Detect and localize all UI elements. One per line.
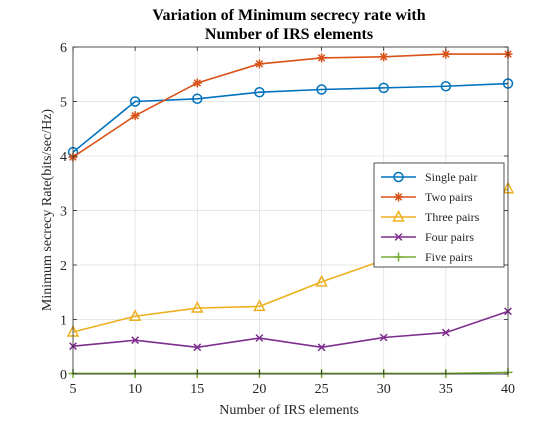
data-point-three-pairs xyxy=(128,309,142,321)
y-tick-label: 5 xyxy=(60,96,67,111)
data-point-four-pairs xyxy=(379,333,388,342)
data-point-four-pairs xyxy=(317,343,326,352)
legend-label-single-pair: Single pair xyxy=(425,170,477,184)
y-tick-label: 0 xyxy=(60,368,67,383)
data-point-four-pairs xyxy=(255,334,264,342)
data-point-two-pairs xyxy=(192,78,202,88)
chart-title-line-1: Variation of Minimum secrecy rate with xyxy=(152,7,425,24)
data-point-four-pairs xyxy=(441,328,450,337)
data-point-four-pairs xyxy=(193,343,202,352)
data-point-two-pairs xyxy=(254,59,264,69)
legend: Single pair Two pairs Three pairs Four pair… xyxy=(373,162,505,268)
data-point-two-pairs xyxy=(130,111,140,121)
data-point-three-pairs xyxy=(191,300,204,313)
x-tick-label: 10 xyxy=(128,382,142,397)
legend-label-three-pairs: Three pairs xyxy=(425,210,480,224)
legend-label-five-pairs: Five pairs xyxy=(425,250,473,264)
legend-entry-single-pair: Single pair xyxy=(381,170,477,184)
series-four-pairs xyxy=(69,307,512,352)
legend-marker-four-pairs xyxy=(394,233,403,241)
y-tick-label: 3 xyxy=(60,205,67,220)
legend-entry-three-pairs: Three pairs xyxy=(381,209,480,224)
x-tick-label: 5 xyxy=(70,382,77,397)
data-point-single-pair xyxy=(192,93,203,105)
data-point-single-pair xyxy=(129,96,141,107)
series-line-two-pairs xyxy=(72,53,508,158)
data-point-single-pair xyxy=(254,86,265,98)
series-lines xyxy=(66,49,515,378)
legend-label-two-pairs: Two pairs xyxy=(425,190,473,204)
legend-label-four-pairs: Four pairs xyxy=(425,230,474,244)
data-point-two-pairs xyxy=(441,49,451,59)
data-point-single-pair xyxy=(440,80,452,92)
y-axis-label: Minimum secrecy Rate(bits/sec/Hz) xyxy=(40,109,55,311)
y-tick-label: 6 xyxy=(60,41,67,56)
y-tick-label: 2 xyxy=(60,259,67,274)
data-point-single-pair xyxy=(316,84,327,95)
data-point-three-pairs xyxy=(253,299,266,312)
y-tick-label: 4 xyxy=(60,150,67,165)
legend-entry-four-pairs: Four pairs xyxy=(381,230,474,244)
x-tick-label: 40 xyxy=(501,382,515,397)
series-line-four-pairs xyxy=(72,310,509,349)
data-point-two-pairs xyxy=(379,52,389,62)
legend-entry-five-pairs: Five pairs xyxy=(381,250,473,264)
x-tick-label: 15 xyxy=(190,382,204,397)
legend-entry-two-pairs: Two pairs xyxy=(381,190,473,204)
legend-marker-single-pair xyxy=(393,171,404,183)
legend-marker-three-pairs xyxy=(392,209,405,222)
legend-marker-five-pairs xyxy=(394,252,403,262)
y-tick-label: 1 xyxy=(60,314,67,329)
legend-marker-two-pairs xyxy=(394,192,403,202)
series-line-single-pair xyxy=(72,82,509,153)
data-point-single-pair xyxy=(378,82,389,94)
x-axis-label: Number of IRS elements xyxy=(219,403,359,418)
data-point-two-pairs xyxy=(317,53,327,63)
axis-ticks: 5 10 15 20 25 30 35 40 0 1 2 3 4 5 6 xyxy=(60,41,515,397)
x-tick-label: 35 xyxy=(439,382,453,397)
x-tick-label: 25 xyxy=(315,382,329,397)
chart-title-line-2: Number of IRS elements xyxy=(205,26,373,43)
data-point-four-pairs xyxy=(131,336,140,345)
x-tick-label: 30 xyxy=(377,382,391,397)
x-tick-label: 20 xyxy=(252,382,266,397)
data-point-three-pairs xyxy=(315,274,328,287)
series-line-five-pairs xyxy=(73,371,509,375)
